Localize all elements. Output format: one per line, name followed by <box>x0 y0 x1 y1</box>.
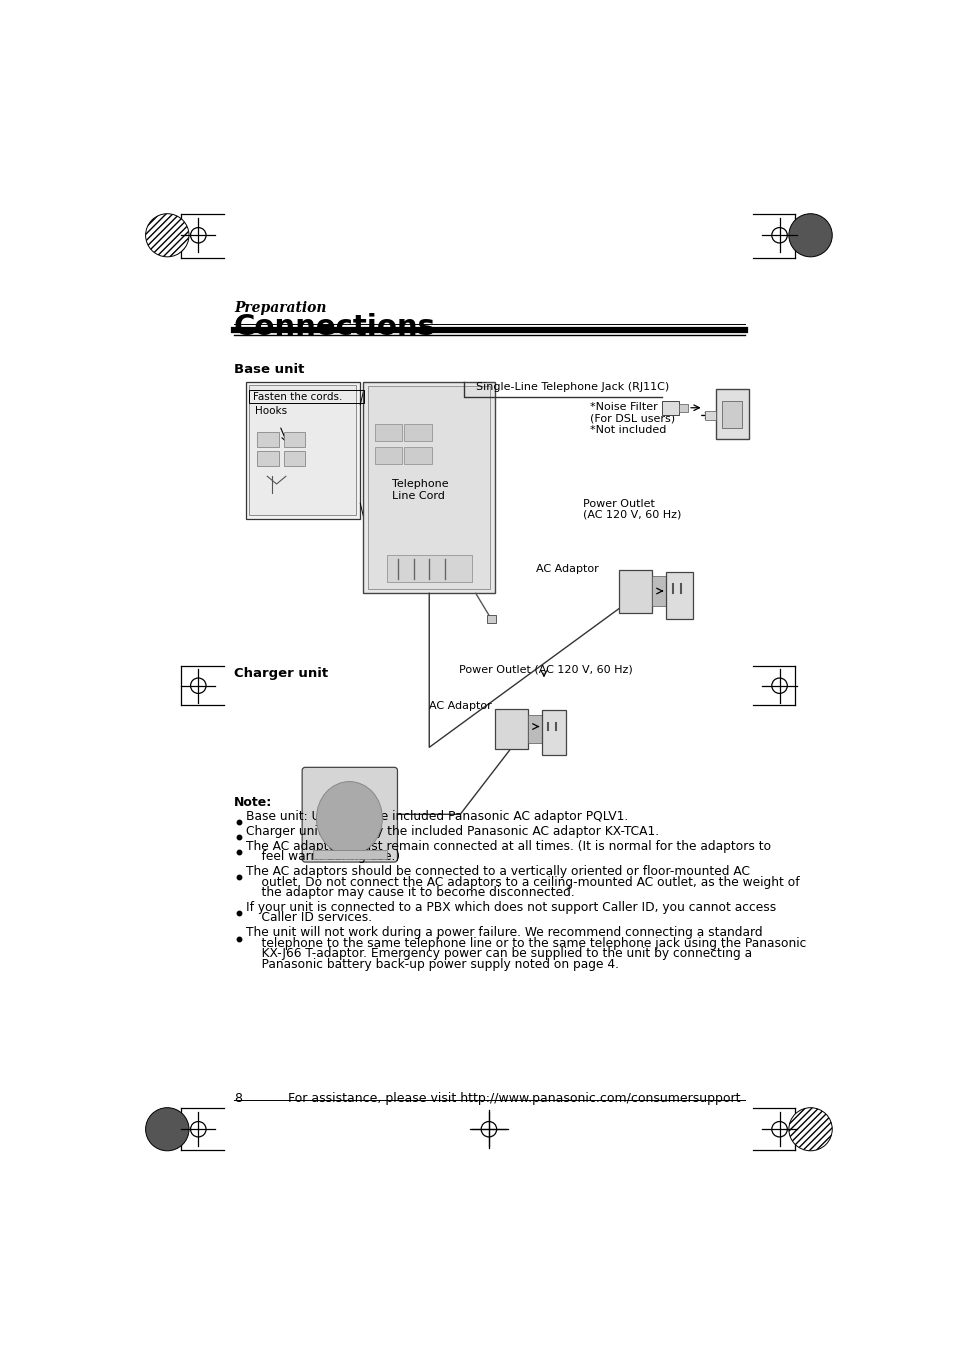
Bar <box>495 709 527 748</box>
Text: Base unit: Use only the included Panasonic AC adaptor PQLV1.: Base unit: Use only the included Panason… <box>246 809 628 823</box>
Bar <box>721 401 741 428</box>
Text: Telephone: Telephone <box>392 480 448 489</box>
Circle shape <box>788 213 831 257</box>
Text: Panasonic battery back-up power supply noted on page 4.: Panasonic battery back-up power supply n… <box>246 958 618 970</box>
Text: For assistance, please visit http://www.panasonic.com/consumersupport: For assistance, please visit http://www.… <box>288 1093 740 1105</box>
Text: Connections: Connections <box>233 313 436 340</box>
Bar <box>249 385 356 515</box>
Circle shape <box>146 1108 189 1151</box>
Text: AC Adaptor: AC Adaptor <box>536 565 598 574</box>
Circle shape <box>146 213 189 257</box>
Bar <box>665 571 692 620</box>
Bar <box>283 451 305 466</box>
Bar <box>245 381 360 519</box>
Bar <box>375 447 402 463</box>
Bar <box>249 390 364 403</box>
Text: The AC adaptors should be connected to a vertically oriented or floor-mounted AC: The AC adaptors should be connected to a… <box>246 865 750 878</box>
Text: Preparation: Preparation <box>233 300 326 315</box>
Bar <box>283 431 305 447</box>
Text: *Noise Filter: *Noise Filter <box>590 403 658 412</box>
Text: The AC adaptors must remain connected at all times. (It is normal for the adapto: The AC adaptors must remain connected at… <box>246 840 771 852</box>
Text: KX-J66 T-adaptor. Emergency power can be supplied to the unit by connecting a: KX-J66 T-adaptor. Emergency power can be… <box>246 947 752 961</box>
Bar <box>386 555 472 582</box>
Bar <box>716 389 748 439</box>
Text: Power Outlet (AC 120 V, 60 Hz): Power Outlet (AC 120 V, 60 Hz) <box>458 665 632 674</box>
Bar <box>618 570 651 612</box>
Text: (For DSL users): (For DSL users) <box>590 413 675 424</box>
Bar <box>704 411 716 420</box>
Text: Caller ID services.: Caller ID services. <box>246 912 372 924</box>
Text: The unit will not work during a power failure. We recommend connecting a standar: The unit will not work during a power fa… <box>246 927 762 939</box>
Text: Fasten the cords.: Fasten the cords. <box>253 392 341 403</box>
Bar <box>368 386 490 589</box>
Text: Hooks: Hooks <box>254 407 287 416</box>
Bar <box>679 404 687 412</box>
Circle shape <box>788 1108 831 1151</box>
Bar <box>661 401 679 415</box>
Text: Power Outlet: Power Outlet <box>582 499 654 508</box>
Text: Line Cord: Line Cord <box>392 490 444 501</box>
Text: outlet. Do not connect the AC adaptors to a ceiling-mounted AC outlet, as the we: outlet. Do not connect the AC adaptors t… <box>246 875 800 889</box>
Text: Single-Line Telephone Jack (RJ11C): Single-Line Telephone Jack (RJ11C) <box>476 381 668 392</box>
FancyBboxPatch shape <box>302 767 397 862</box>
Bar <box>651 577 665 605</box>
Text: Charger unit: Charger unit <box>233 666 328 680</box>
Bar <box>313 850 386 859</box>
Text: (AC 120 V, 60 Hz): (AC 120 V, 60 Hz) <box>582 509 680 519</box>
Bar <box>363 381 495 593</box>
Text: feel warm during use.): feel warm during use.) <box>246 850 400 863</box>
Bar <box>541 711 566 755</box>
Bar <box>404 424 431 440</box>
Bar <box>527 715 541 743</box>
Text: the adaptor may cause it to become disconnected.: the adaptor may cause it to become disco… <box>246 886 575 898</box>
Ellipse shape <box>316 782 382 855</box>
Bar <box>257 451 278 466</box>
Text: AC Adaptor: AC Adaptor <box>429 701 492 711</box>
Text: *Not included: *Not included <box>590 426 666 435</box>
Text: Note:: Note: <box>233 796 272 809</box>
Bar <box>375 424 402 440</box>
Bar <box>404 447 431 463</box>
Text: telephone to the same telephone line or to the same telephone jack using the Pan: telephone to the same telephone line or … <box>246 936 806 950</box>
Bar <box>486 615 496 623</box>
Bar <box>257 431 278 447</box>
Text: Charger unit: Use only the included Panasonic AC adaptor KX-TCA1.: Charger unit: Use only the included Pana… <box>246 825 659 838</box>
Text: If your unit is connected to a PBX which does not support Caller ID, you cannot : If your unit is connected to a PBX which… <box>246 901 776 915</box>
Text: 8: 8 <box>233 1093 242 1105</box>
Text: Base unit: Base unit <box>233 363 304 376</box>
